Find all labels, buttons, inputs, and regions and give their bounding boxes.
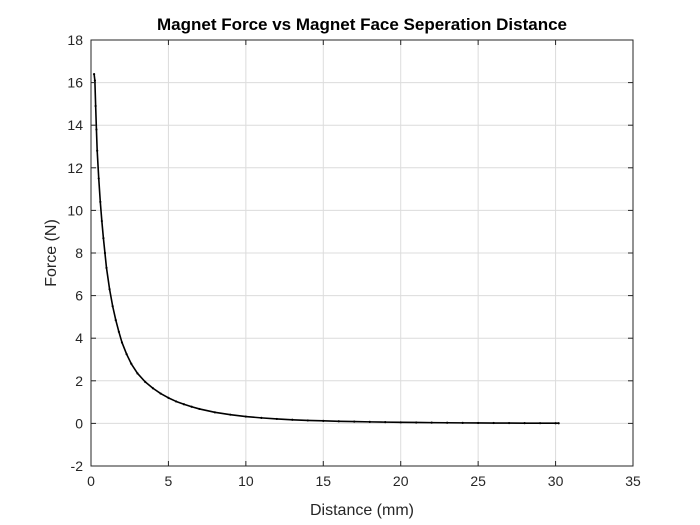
data-point [260,416,263,419]
data-point [95,128,98,131]
data-point [182,403,186,406]
data-point [291,418,294,421]
data-point [306,419,309,422]
data-point [125,353,128,356]
data-point [97,177,100,180]
data-point [213,411,216,414]
data-point [159,392,162,395]
y-tick-label: 2 [75,373,83,389]
data-point [198,407,201,411]
data-point [151,387,155,390]
y-tick-label: 12 [67,160,83,176]
data-point [384,421,387,424]
data-point [275,417,278,421]
data-point [117,330,120,333]
x-tick-label: 25 [470,473,486,489]
data-point [477,421,480,425]
data-point [190,405,193,408]
data-point [229,413,232,416]
data-point [120,341,124,344]
data-point [430,421,433,424]
data-point [353,420,356,423]
data-point [94,104,97,108]
data-point [108,288,111,291]
data-point [175,400,178,403]
data-point [415,421,418,424]
data-point [461,421,464,424]
y-tick-label: -2 [71,458,84,474]
data-point [136,372,139,375]
data-point [337,420,340,423]
data-series [92,72,560,425]
x-tick-label: 5 [165,473,173,489]
y-tick-label: 16 [67,75,83,91]
x-tick-label: 35 [625,473,641,489]
data-point [102,236,105,240]
data-point [111,305,114,308]
data-point [508,421,511,425]
data-point [538,422,542,425]
data-point [144,380,147,383]
y-tick-label: 8 [75,245,83,261]
x-tick-label: 10 [238,473,254,489]
data-point [167,396,170,399]
data-point [96,149,99,152]
data-point [492,421,495,425]
data-point [114,318,117,322]
data-point [100,219,103,223]
data-point [554,422,557,425]
y-tick-label: 6 [75,288,83,304]
data-point [105,266,108,270]
x-axis-label: Distance (mm) [310,502,414,519]
data-point [399,421,402,424]
data-point [244,415,247,418]
data-point [92,72,96,76]
y-tick-label: 18 [67,32,83,48]
data-point [557,422,560,425]
data-point [523,422,526,425]
x-tick-label: 0 [87,473,95,489]
x-tick-label: 30 [548,473,564,489]
data-point [130,362,133,365]
data-point [368,420,371,423]
x-tick-label: 20 [393,473,409,489]
y-tick-label: 0 [75,415,83,431]
data-point [103,251,107,255]
chart-title: Magnet Force vs Magnet Face Seperation D… [157,15,567,34]
y-tick-label: 14 [67,117,83,133]
data-point [322,419,325,422]
data-point [446,421,449,424]
y-tick-label: 4 [75,330,83,346]
y-axis-label: Force (N) [43,219,60,287]
data-point [93,79,96,82]
x-tick-label: 15 [315,473,331,489]
y-tick-label: 10 [67,202,83,218]
data-point [99,200,102,203]
